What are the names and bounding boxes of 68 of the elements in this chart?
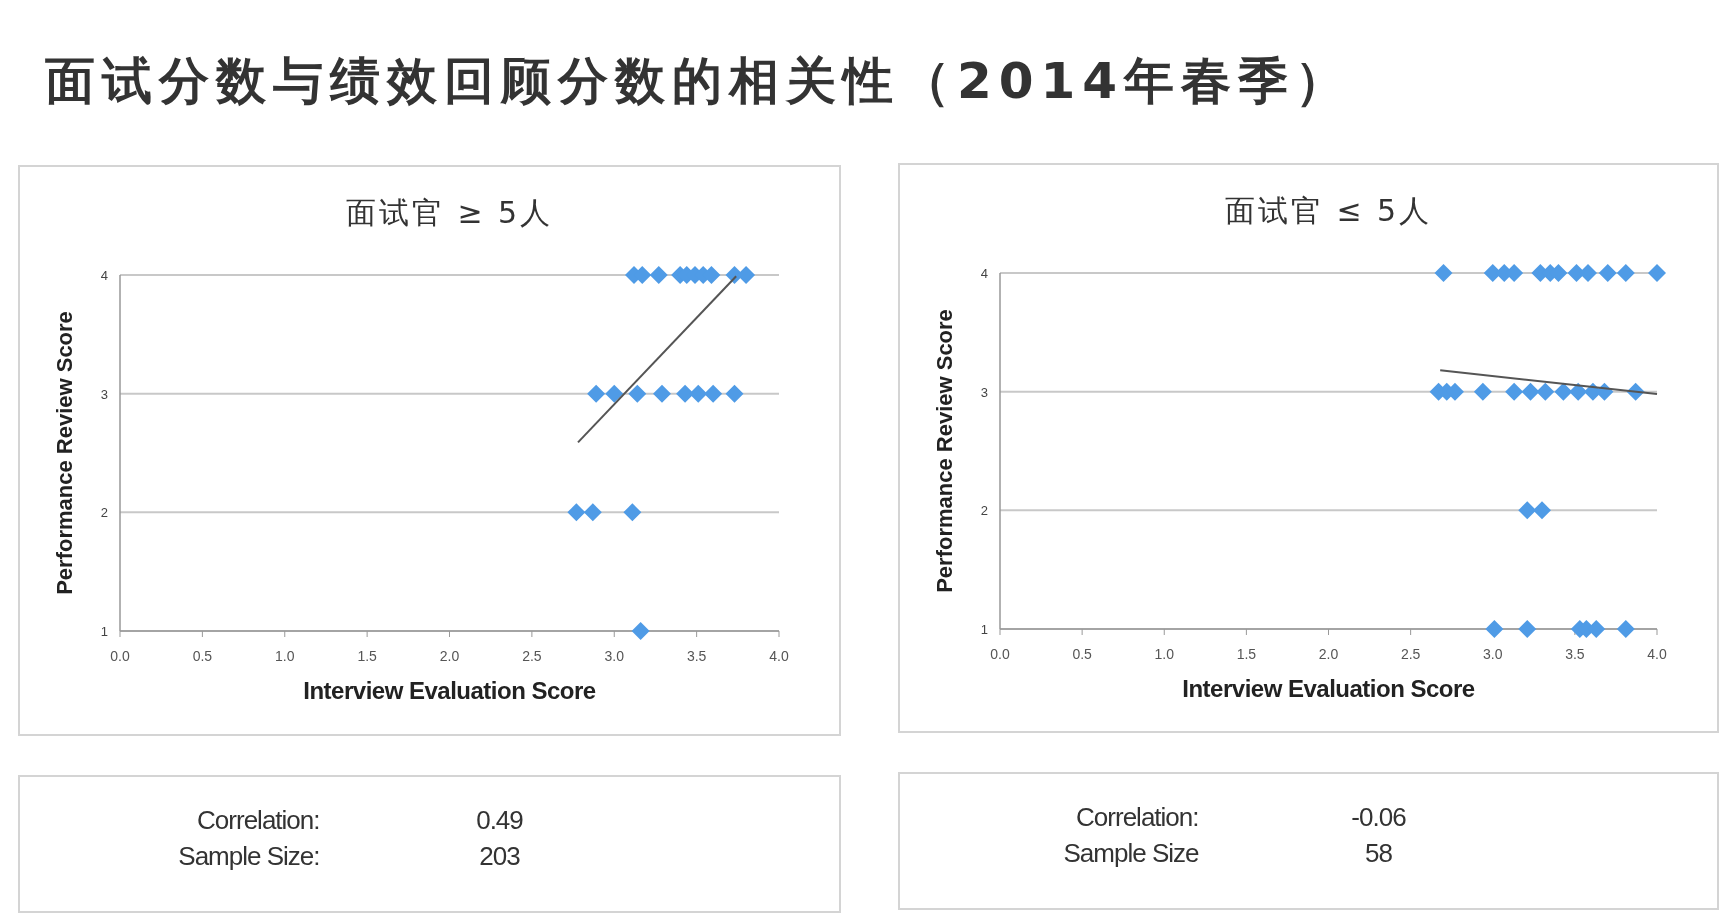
point <box>583 503 602 522</box>
text: Correlation: <box>197 805 320 835</box>
x-tick-label: 3.0 <box>1483 646 1503 662</box>
point <box>1536 382 1555 401</box>
point <box>1473 382 1492 401</box>
point <box>605 384 624 403</box>
y-tick-label: 3 <box>980 384 988 400</box>
chart-title: 面试官 ≤ 5人 <box>1224 193 1433 228</box>
text: Sample Size <box>1063 838 1200 868</box>
point <box>628 384 647 403</box>
text: 面试分数与绩效回顾分数的相关性（2014年春季） <box>45 51 1353 112</box>
point <box>1616 264 1635 282</box>
point <box>1616 620 1635 638</box>
x-tick-label: 4.0 <box>769 648 789 664</box>
point <box>1554 382 1573 401</box>
x-tick-label: 1.5 <box>357 648 378 664</box>
point <box>1533 501 1552 520</box>
x-tick-label: 1.0 <box>275 648 295 664</box>
chart-title: 面试官 ≥ 5人 <box>345 195 554 230</box>
x-tick-label: 0.0 <box>110 648 130 664</box>
point <box>689 384 708 403</box>
point <box>1569 382 1588 401</box>
x-axis-title: Interview Evaluation Score <box>303 677 596 704</box>
point <box>649 266 668 284</box>
y-tick-label: 1 <box>980 622 988 637</box>
point <box>653 384 672 403</box>
y-axis-title: Performance Review Score <box>932 309 957 593</box>
point <box>1518 501 1537 520</box>
x-tick-label: 0.0 <box>990 646 1010 662</box>
text: Sample Size: <box>178 841 320 871</box>
x-axis-title: Interview Evaluation Score <box>1182 675 1475 702</box>
text: -0.06 <box>1351 802 1407 832</box>
y-axis-title: Performance Review Score <box>52 311 77 595</box>
x-tick-label: 1.0 <box>1154 646 1175 662</box>
point <box>1434 264 1453 282</box>
y-tick-label: 3 <box>100 386 108 402</box>
x-tick-label: 2.0 <box>1318 646 1339 662</box>
x-tick-label: 0.5 <box>1072 646 1093 662</box>
x-tick-label: 0.5 <box>192 648 213 664</box>
point <box>623 503 642 522</box>
x-tick-label: 2.5 <box>522 648 542 664</box>
x-tick-label: 3.5 <box>686 648 707 664</box>
point <box>1648 264 1666 282</box>
text: 0.49 <box>476 805 524 835</box>
point <box>1598 264 1617 282</box>
text: 203 <box>479 841 521 871</box>
point <box>725 384 744 403</box>
point <box>1505 382 1524 401</box>
point <box>1521 382 1540 401</box>
point <box>567 503 586 522</box>
x-tick-label: 1.5 <box>1236 646 1257 662</box>
y-tick-label: 1 <box>100 624 108 639</box>
point <box>704 384 723 403</box>
point <box>1518 620 1537 638</box>
x-tick-label: 3.5 <box>1565 646 1585 662</box>
x-tick-label: 4.0 <box>1647 646 1667 662</box>
text: 58 <box>1365 838 1393 868</box>
x-tick-label: 3.0 <box>604 648 625 664</box>
y-tick-label: 2 <box>100 505 108 521</box>
x-tick-label: 2.0 <box>439 648 460 664</box>
y-tick-label: 4 <box>100 268 108 283</box>
point <box>587 384 606 403</box>
y-tick-label: 4 <box>980 266 988 281</box>
text: Correlation: <box>1076 802 1199 832</box>
y-tick-label: 2 <box>980 503 988 519</box>
point <box>631 622 650 640</box>
x-tick-label: 2.5 <box>1400 646 1421 662</box>
point <box>1485 620 1504 638</box>
